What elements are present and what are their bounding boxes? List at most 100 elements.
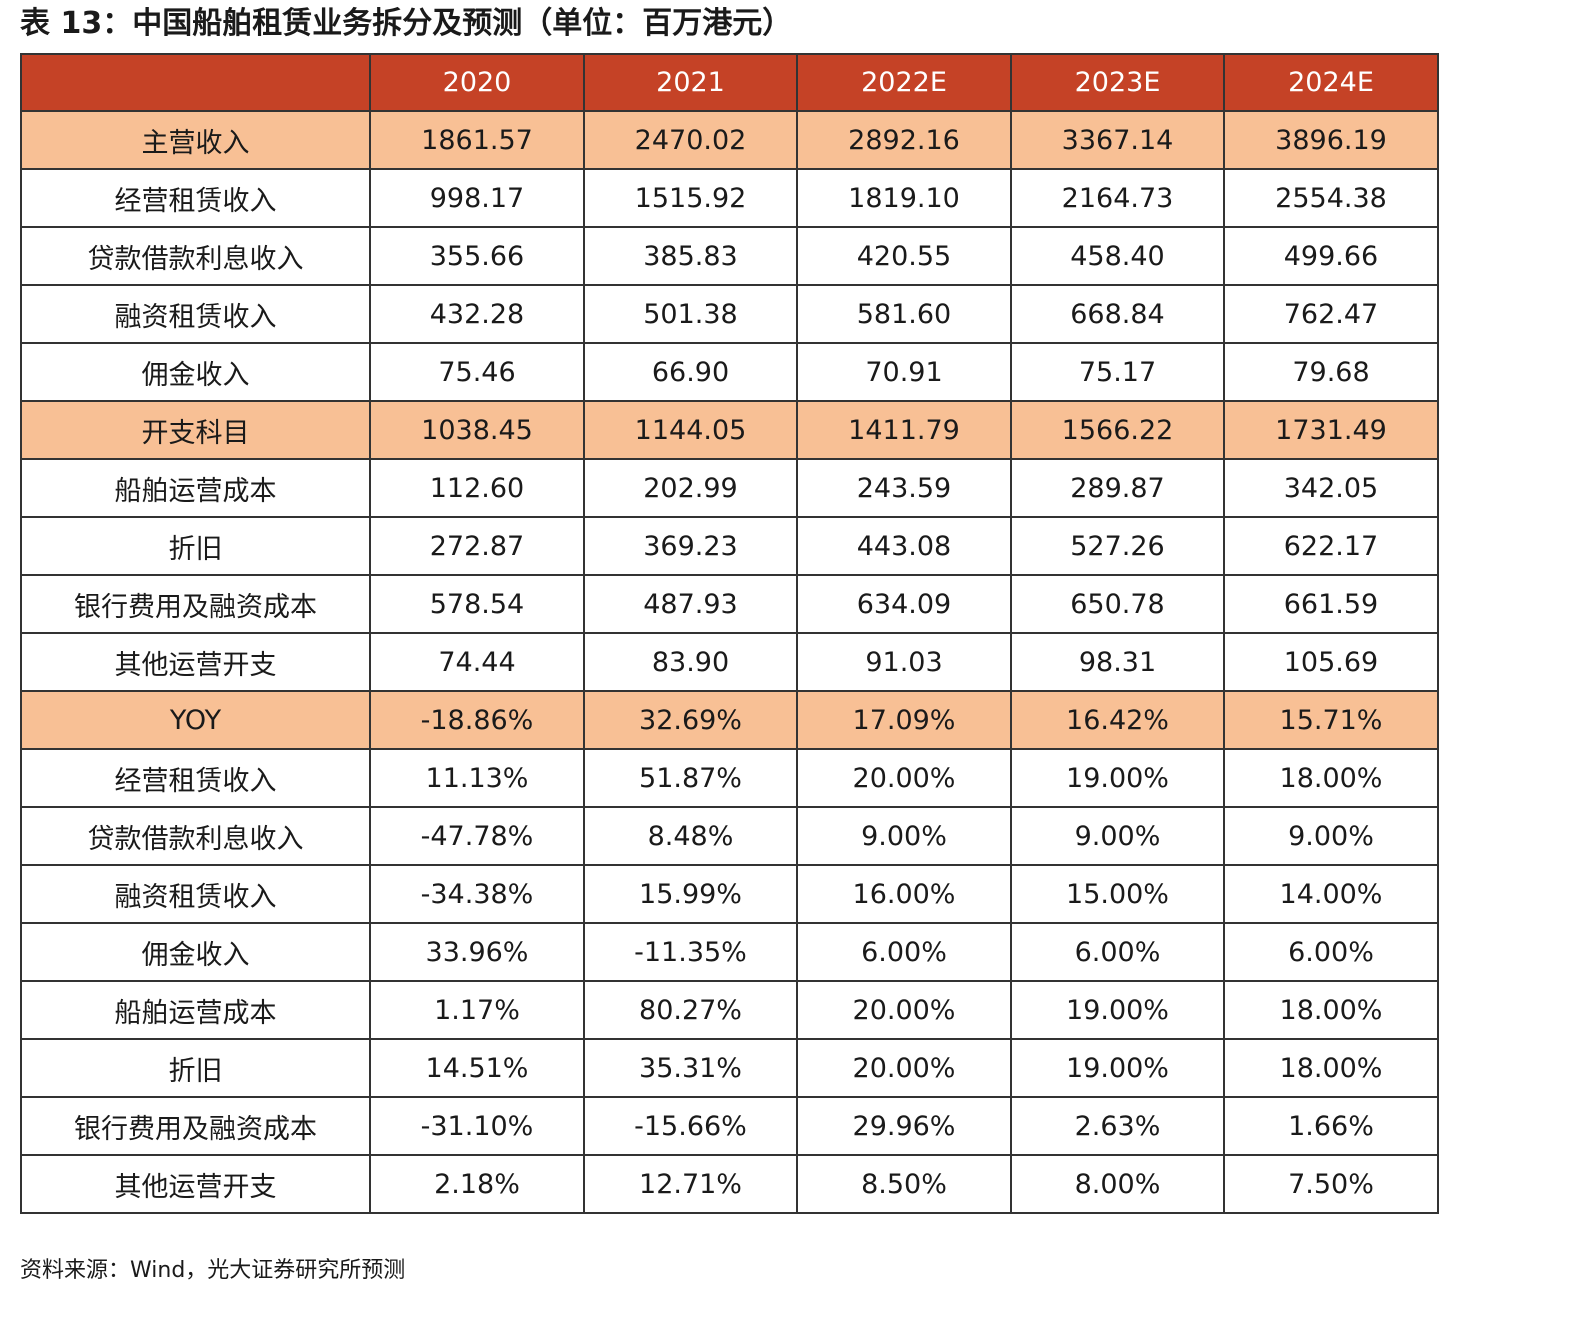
cell: 74.44	[369, 632, 585, 692]
cell: 443.08	[796, 516, 1012, 576]
cell: 2.18%	[369, 1154, 585, 1214]
table-row: 佣金收入 75.46 66.90 70.91 75.17 79.68	[20, 342, 1439, 402]
cell: 1038.45	[369, 400, 585, 460]
cell: -34.38%	[369, 864, 585, 924]
cell: 1411.79	[796, 400, 1012, 460]
cell: 2.63%	[1010, 1096, 1225, 1156]
cell: 83.90	[583, 632, 798, 692]
cell: 578.54	[369, 574, 585, 634]
row-label: 融资租赁收入	[20, 864, 371, 924]
cell: 112.60	[369, 458, 585, 518]
cell: 2470.02	[583, 110, 798, 170]
table-row: 船舶运营成本 112.60 202.99 243.59 289.87 342.05	[20, 458, 1439, 518]
cell: 581.60	[796, 284, 1012, 344]
cell: 98.31	[1010, 632, 1225, 692]
cell: 8.50%	[796, 1154, 1012, 1214]
row-label: 银行费用及融资成本	[20, 1096, 371, 1156]
cell: 499.66	[1223, 226, 1439, 286]
cell: 289.87	[1010, 458, 1225, 518]
cell: -31.10%	[369, 1096, 585, 1156]
cell: 1.66%	[1223, 1096, 1439, 1156]
cell: 15.00%	[1010, 864, 1225, 924]
cell: 762.47	[1223, 284, 1439, 344]
table-row: 折旧 272.87 369.23 443.08 527.26 622.17	[20, 516, 1439, 576]
cell: 17.09%	[796, 690, 1012, 750]
row-label: 开支科目	[20, 400, 371, 460]
cell: 12.71%	[583, 1154, 798, 1214]
row-label: 经营租赁收入	[20, 748, 371, 808]
cell: 661.59	[1223, 574, 1439, 634]
cell: 2554.38	[1223, 168, 1439, 228]
cell: 2020	[369, 53, 585, 112]
row-label: 贷款借款利息收入	[20, 806, 371, 866]
cell: -15.66%	[583, 1096, 798, 1156]
cell: 501.38	[583, 284, 798, 344]
cell: 105.69	[1223, 632, 1439, 692]
cell: 668.84	[1010, 284, 1225, 344]
table-title: 表 13：中国船舶租赁业务拆分及预测（单位：百万港元）	[20, 6, 793, 41]
cell: 650.78	[1010, 574, 1225, 634]
cell: 3367.14	[1010, 110, 1225, 170]
table-row: 佣金收入 33.96% -11.35% 6.00% 6.00% 6.00%	[20, 922, 1439, 982]
cell: 6.00%	[1223, 922, 1439, 982]
table-row: 融资租赁收入 -34.38% 15.99% 16.00% 15.00% 14.00%	[20, 864, 1439, 924]
cell: 15.99%	[583, 864, 798, 924]
row-label: 其他运营开支	[20, 1154, 371, 1214]
cell: 7.50%	[1223, 1154, 1439, 1214]
row-label: 银行费用及融资成本	[20, 574, 371, 634]
table-row: 船舶运营成本 1.17% 80.27% 20.00% 19.00% 18.00%	[20, 980, 1439, 1040]
cell: 18.00%	[1223, 980, 1439, 1040]
header-row: 2020 2021 2022E 2023E 2024E	[20, 53, 1439, 112]
row-label: YOY	[20, 690, 371, 750]
cell: 18.00%	[1223, 1038, 1439, 1098]
cell: 9.00%	[1223, 806, 1439, 866]
table-row: 贷款借款利息收入 -47.78% 8.48% 9.00% 9.00% 9.00%	[20, 806, 1439, 866]
cell: 51.87%	[583, 748, 798, 808]
cell: 2024E	[1223, 53, 1439, 112]
cell: 243.59	[796, 458, 1012, 518]
row-label: 佣金收入	[20, 342, 371, 402]
cell: 622.17	[1223, 516, 1439, 576]
cell: 15.71%	[1223, 690, 1439, 750]
row-label	[20, 53, 371, 112]
cell: 29.96%	[796, 1096, 1012, 1156]
cell: 2023E	[1010, 53, 1225, 112]
cell: 2021	[583, 53, 798, 112]
table-row: 贷款借款利息收入 355.66 385.83 420.55 458.40 499.66	[20, 226, 1439, 286]
cell: 527.26	[1010, 516, 1225, 576]
cell: -47.78%	[369, 806, 585, 866]
row-label: 船舶运营成本	[20, 458, 371, 518]
cell: 19.00%	[1010, 1038, 1225, 1098]
cell: 342.05	[1223, 458, 1439, 518]
cell: 6.00%	[796, 922, 1012, 982]
cell: 1819.10	[796, 168, 1012, 228]
row-label: 融资租赁收入	[20, 284, 371, 344]
cell: 19.00%	[1010, 748, 1225, 808]
row-label: 其他运营开支	[20, 632, 371, 692]
row-label: 经营租赁收入	[20, 168, 371, 228]
cell: 355.66	[369, 226, 585, 286]
cell: 432.28	[369, 284, 585, 344]
cell: 80.27%	[583, 980, 798, 1040]
cell: 19.00%	[1010, 980, 1225, 1040]
cell: 75.46	[369, 342, 585, 402]
cell: 634.09	[796, 574, 1012, 634]
cell: 998.17	[369, 168, 585, 228]
row-label: 船舶运营成本	[20, 980, 371, 1040]
cell: 32.69%	[583, 690, 798, 750]
cell: 272.87	[369, 516, 585, 576]
cell: 9.00%	[1010, 806, 1225, 866]
cell: 18.00%	[1223, 748, 1439, 808]
table-row: 银行费用及融资成本 -31.10% -15.66% 29.96% 2.63% 1.66%	[20, 1096, 1439, 1156]
row-label: 佣金收入	[20, 922, 371, 982]
cell: 2892.16	[796, 110, 1012, 170]
table-row: 主营收入 1861.57 2470.02 2892.16 3367.14 3896.19	[20, 110, 1439, 170]
cell: 14.51%	[369, 1038, 585, 1098]
table-row: 其他运营开支 2.18% 12.71% 8.50% 8.00% 7.50%	[20, 1154, 1439, 1214]
cell: 1566.22	[1010, 400, 1225, 460]
row-label: 主营收入	[20, 110, 371, 170]
cell: 79.68	[1223, 342, 1439, 402]
table-row: 开支科目 1038.45 1144.05 1411.79 1566.22 1731.49	[20, 400, 1439, 460]
cell: 1144.05	[583, 400, 798, 460]
